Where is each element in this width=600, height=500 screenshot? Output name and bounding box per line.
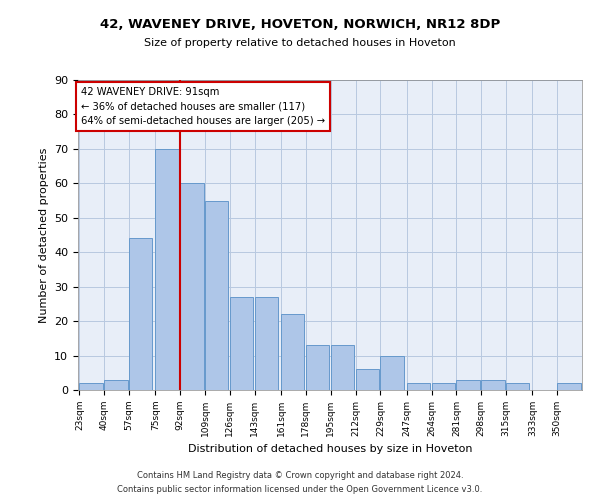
- X-axis label: Distribution of detached houses by size in Hoveton: Distribution of detached houses by size …: [188, 444, 472, 454]
- Bar: [380, 356, 404, 390]
- Bar: [255, 297, 278, 390]
- Bar: [407, 383, 430, 390]
- Bar: [205, 200, 229, 390]
- Bar: [457, 380, 480, 390]
- Bar: [104, 380, 128, 390]
- Text: Size of property relative to detached houses in Hoveton: Size of property relative to detached ho…: [144, 38, 456, 48]
- Bar: [481, 380, 505, 390]
- Bar: [431, 383, 455, 390]
- Bar: [356, 370, 379, 390]
- Bar: [281, 314, 304, 390]
- Bar: [331, 345, 354, 390]
- Bar: [506, 383, 529, 390]
- Bar: [557, 383, 581, 390]
- Bar: [306, 345, 329, 390]
- Bar: [129, 238, 152, 390]
- Bar: [79, 383, 103, 390]
- Text: 42 WAVENEY DRIVE: 91sqm
← 36% of detached houses are smaller (117)
64% of semi-d: 42 WAVENEY DRIVE: 91sqm ← 36% of detache…: [81, 87, 325, 126]
- Bar: [230, 297, 253, 390]
- Bar: [155, 149, 179, 390]
- Bar: [180, 184, 203, 390]
- Text: 42, WAVENEY DRIVE, HOVETON, NORWICH, NR12 8DP: 42, WAVENEY DRIVE, HOVETON, NORWICH, NR1…: [100, 18, 500, 30]
- Y-axis label: Number of detached properties: Number of detached properties: [38, 148, 49, 322]
- Text: Contains HM Land Registry data © Crown copyright and database right 2024.
Contai: Contains HM Land Registry data © Crown c…: [118, 472, 482, 494]
